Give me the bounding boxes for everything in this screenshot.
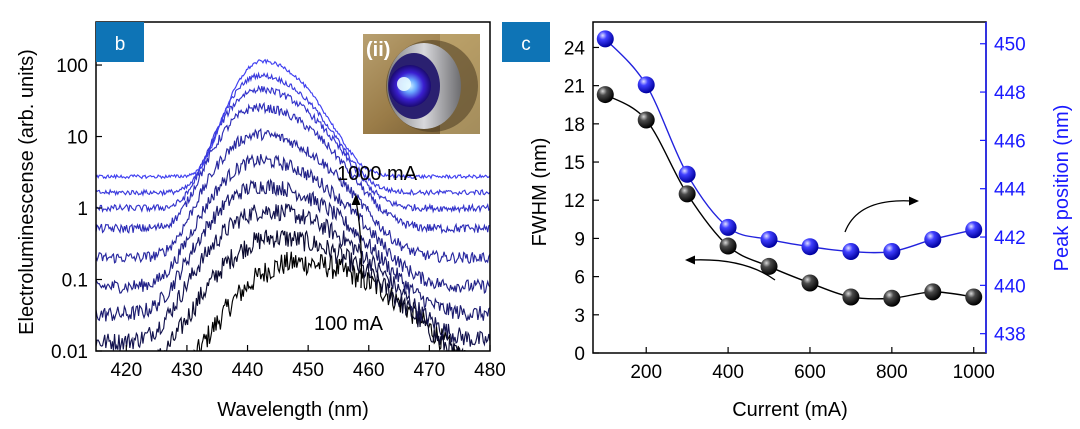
x-tick-label-b-5: 470 <box>414 360 446 381</box>
arrow-to-left-axis <box>685 255 776 281</box>
panel-badge-c <box>502 22 550 62</box>
x-tick-label-c-2: 600 <box>794 362 826 383</box>
y-tick-label-b-2: 1 <box>77 199 88 220</box>
plot-frame-c <box>592 21 987 354</box>
plot-frame-b <box>95 21 491 352</box>
y-axis-right-c: 438 440 442 444 446 448 450 <box>980 35 1026 346</box>
spectrum-200ma <box>157 229 464 351</box>
spectrum-800ma <box>96 84 490 214</box>
fwhm-point-900 <box>924 283 942 301</box>
peak-position-point-1000 <box>965 221 983 239</box>
peak-position-point-100 <box>596 30 614 48</box>
y-axis-label-b: Electroluminescense (arb. units) <box>16 49 38 335</box>
peak-position-point-800 <box>883 243 901 261</box>
arrow-to-right-axis <box>844 196 919 233</box>
fwhm-point-500 <box>760 257 778 275</box>
fwhm-point-200 <box>637 111 655 129</box>
spectra-curves <box>96 58 490 351</box>
peak-position-point-500 <box>760 230 778 248</box>
inset-label: (ii) <box>366 39 390 61</box>
y-tick-label-c-1: 3 <box>574 306 585 327</box>
spectrum-100ma <box>193 251 466 351</box>
y-axis-b: 0.01 0.1 1 10 100 <box>51 56 102 363</box>
y-tick-label-c-5: 15 <box>564 153 585 174</box>
inset-photo-led: (ii) <box>363 34 480 134</box>
fwhm-point-400 <box>719 237 737 255</box>
x-tick-label-b-1: 430 <box>171 360 203 381</box>
peak-position-point-600 <box>801 238 819 256</box>
y2-tick-label-c-5: 448 <box>994 83 1026 104</box>
spectrum-400ma <box>96 178 490 322</box>
peak-position-point-200 <box>637 76 655 94</box>
fwhm-point-300 <box>678 185 696 203</box>
x-tick-label-c-3: 800 <box>876 362 908 383</box>
panel-label-c: c <box>521 34 531 55</box>
spectrum-700ma <box>96 101 490 235</box>
x-axis-c: 200 400 600 800 1000 <box>630 347 995 383</box>
fwhm-point-600 <box>801 274 819 292</box>
annotation-100ma: 100 mA <box>314 313 384 335</box>
y-tick-label-c-6: 18 <box>564 115 585 136</box>
y-tick-label-c-8: 24 <box>564 38 586 59</box>
panel-label-b: b <box>115 34 126 55</box>
fwhm-point-700 <box>842 288 860 306</box>
y-tick-label-b-4: 100 <box>56 56 88 77</box>
peak-position-point-700 <box>842 243 860 261</box>
x-tick-label-b-4: 460 <box>353 360 385 381</box>
panel-b: 420 430 440 450 460 470 480 0.01 0.1 1 10 100 Wave… <box>16 21 506 421</box>
x-tick-label-c-1: 400 <box>712 362 744 383</box>
spectrum-300ma <box>96 203 490 351</box>
y-tick-label-c-3: 9 <box>574 229 585 250</box>
y-axis-left-c: 0 3 6 9 12 15 18 21 24 <box>564 38 599 365</box>
spectrum-600ma <box>96 127 490 264</box>
y2-tick-label-c-3: 444 <box>994 180 1026 201</box>
spectrum-1000ma <box>96 58 490 180</box>
x-tick-label-b-0: 420 <box>110 360 142 381</box>
y-tick-label-b-1: 0.1 <box>62 271 88 292</box>
y2-tick-label-c-2: 442 <box>994 228 1026 249</box>
x-tick-label-b-6: 480 <box>474 360 506 381</box>
panel-c: 200 400 600 800 1000 0 3 6 9 12 15 18 21 24 438 440 44… <box>502 21 1073 421</box>
fwhm-point-1000 <box>965 288 983 306</box>
fwhm-point-100 <box>596 86 614 104</box>
x-axis-label-b: Wavelength (nm) <box>217 399 369 421</box>
peak-position-point-400 <box>719 218 737 236</box>
fwhm-line <box>604 93 974 300</box>
spectrum-900ma <box>96 71 490 197</box>
y-tick-label-b-0: 0.01 <box>51 342 88 363</box>
fwhm-point-800 <box>883 289 901 307</box>
x-tick-label-b-2: 440 <box>232 360 264 381</box>
annotation-1000ma: 1000 mA <box>337 163 418 185</box>
panel-badge-b <box>96 22 144 62</box>
x-tick-label-b-3: 450 <box>292 360 324 381</box>
y-tick-label-c-0: 0 <box>574 344 585 365</box>
x-tick-label-c-0: 200 <box>630 362 662 383</box>
y-tick-label-c-2: 6 <box>574 268 585 289</box>
y-tick-label-c-4: 12 <box>564 191 585 212</box>
peak-position-point-300 <box>678 165 696 183</box>
y-axis-label-c: FWHM (nm) <box>529 138 551 247</box>
current-increase-arrow <box>351 194 363 289</box>
spectrum-500ma <box>96 153 490 295</box>
x-axis-label-c: Current (mA) <box>732 399 848 421</box>
y2-axis-label-c: Peak position (nm) <box>1051 105 1073 272</box>
y-tick-label-b-3: 10 <box>67 128 88 149</box>
y-tick-label-c-7: 21 <box>564 77 585 98</box>
y2-tick-label-c-4: 446 <box>994 131 1026 152</box>
series-c <box>596 30 983 307</box>
y2-tick-label-c-6: 450 <box>994 35 1026 56</box>
x-axis-b: 420 430 440 450 460 470 480 <box>110 345 506 381</box>
y2-tick-label-c-0: 438 <box>994 325 1026 346</box>
y2-tick-label-c-1: 440 <box>994 276 1026 297</box>
peak-position-point-900 <box>924 230 942 248</box>
x-tick-label-c-4: 1000 <box>953 362 995 383</box>
peak-position-line <box>604 38 974 254</box>
